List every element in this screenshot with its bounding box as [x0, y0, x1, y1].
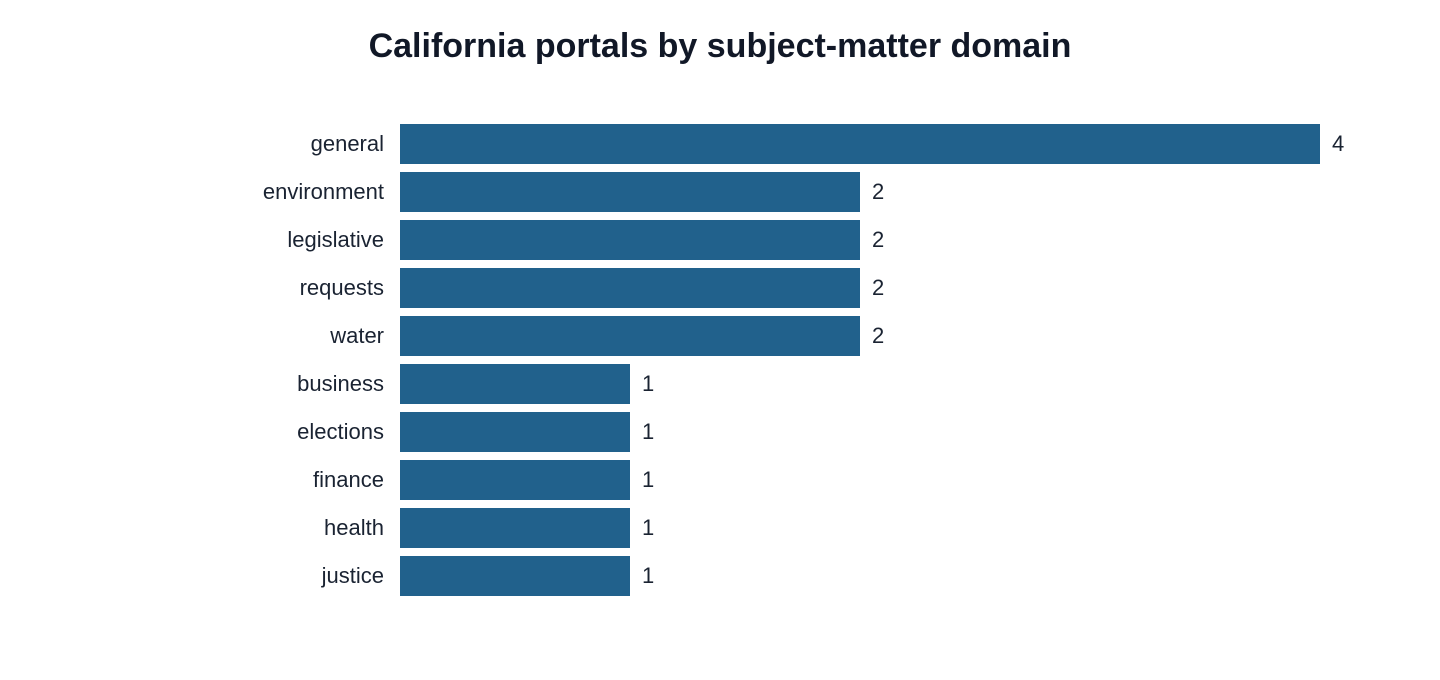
y-tick-label: general	[311, 131, 384, 156]
y-tick-label: water	[329, 323, 384, 348]
value-label: 2	[872, 275, 884, 300]
y-tick-label: elections	[297, 419, 384, 444]
value-label: 4	[1332, 131, 1344, 156]
chart-title: California portals by subject-matter dom…	[369, 27, 1072, 65]
value-label: 1	[642, 563, 654, 588]
y-tick-label: health	[324, 515, 384, 540]
value-label: 2	[872, 227, 884, 252]
value-label: 1	[642, 371, 654, 396]
bar	[400, 508, 630, 548]
bar	[400, 172, 860, 212]
value-label: 2	[872, 179, 884, 204]
value-label: 1	[642, 419, 654, 444]
bar	[400, 316, 860, 356]
bar	[400, 220, 860, 260]
bar	[400, 412, 630, 452]
y-tick-label: environment	[263, 179, 384, 204]
y-tick-label: finance	[313, 467, 384, 492]
bar	[400, 268, 860, 308]
bar	[400, 124, 1320, 164]
y-tick-label: justice	[321, 563, 384, 588]
bar	[400, 364, 630, 404]
bar	[400, 556, 630, 596]
value-label: 2	[872, 323, 884, 348]
bar	[400, 460, 630, 500]
y-tick-label: requests	[300, 275, 384, 300]
y-tick-label: business	[297, 371, 384, 396]
value-label: 1	[642, 467, 654, 492]
value-label: 1	[642, 515, 654, 540]
y-tick-label: legislative	[287, 227, 384, 252]
